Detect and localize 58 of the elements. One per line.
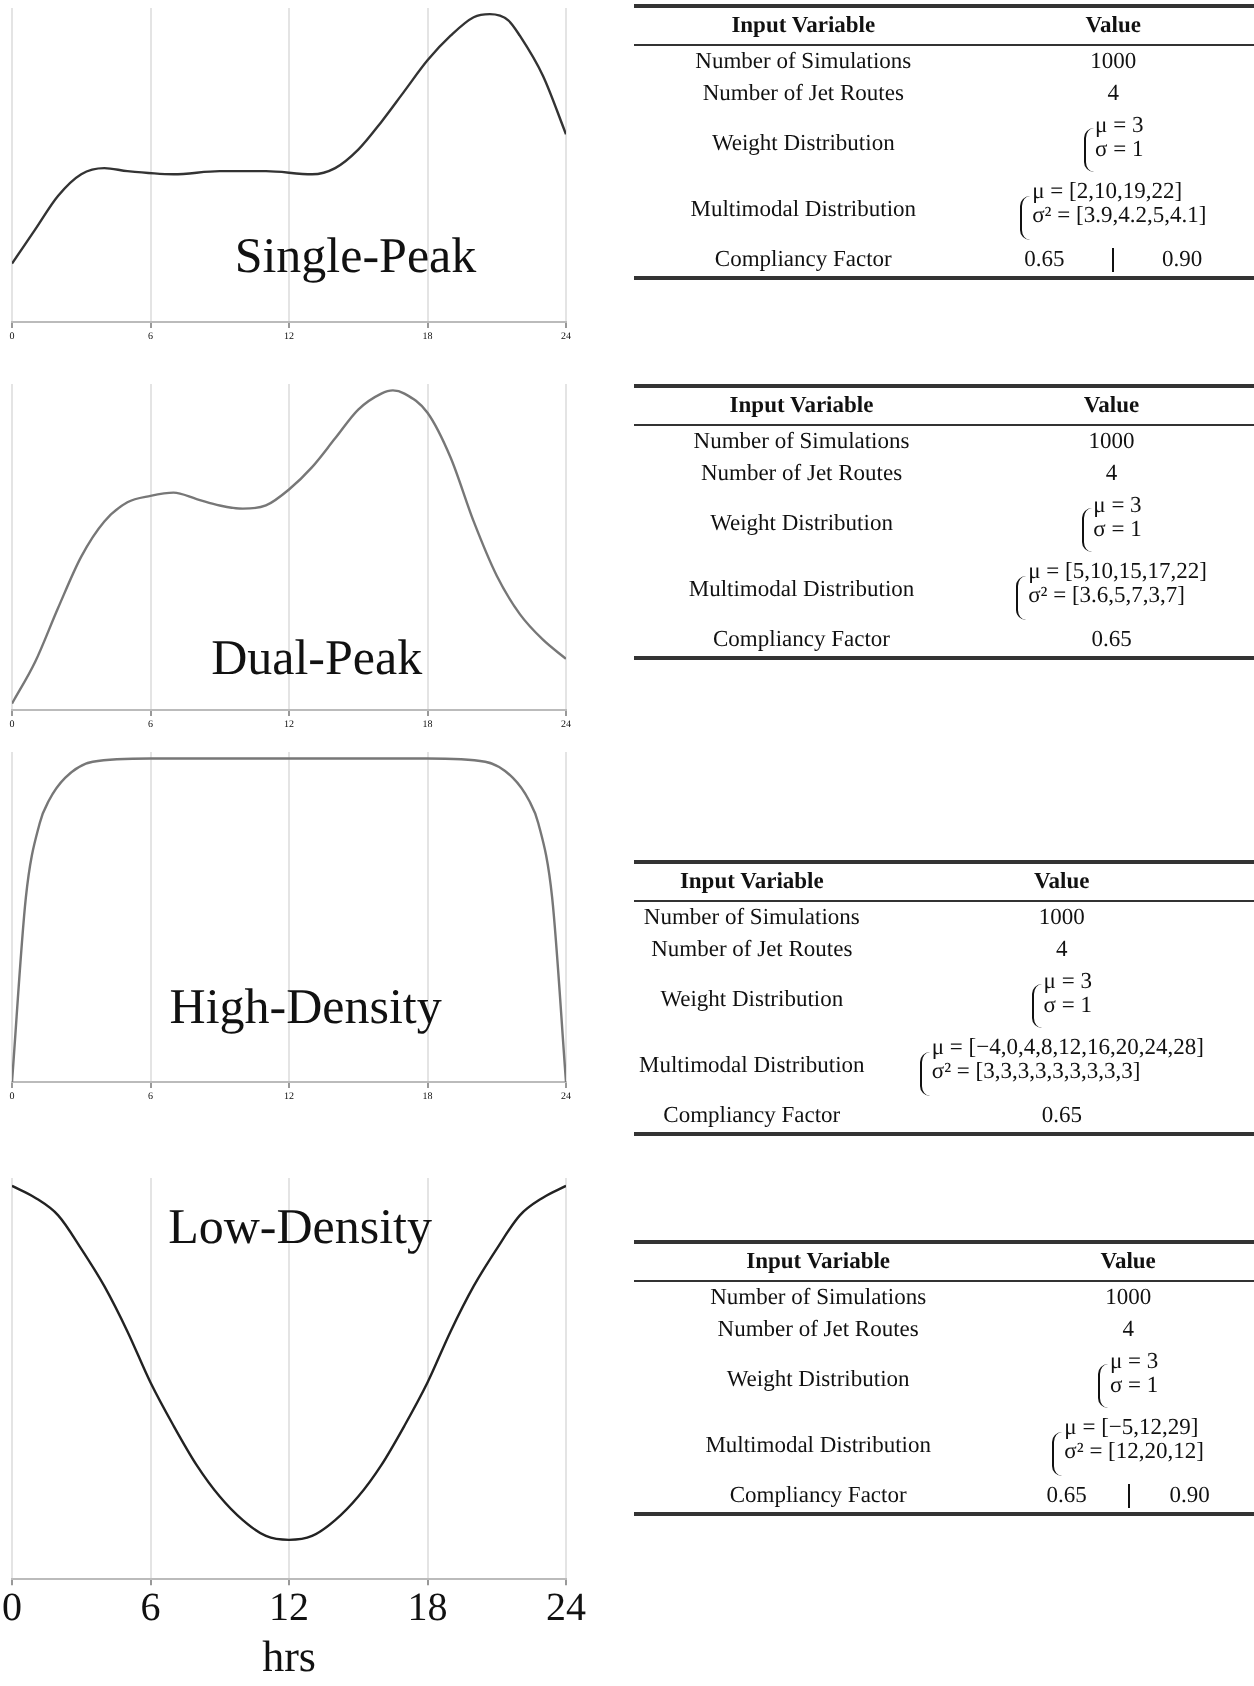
text: Number of Jet Routes xyxy=(698,460,905,490)
text: Weight Distribution xyxy=(709,129,897,160)
text: μ = [−4,0,4,8,12,16,20,24,28] σ² = [3,3,3,3,3,3,3,3,3] xyxy=(931,1036,1204,1086)
text: μ = 3 σ = 1 xyxy=(1109,1350,1159,1399)
text: High-Density xyxy=(169,980,443,1035)
text: 0.65 0.90 xyxy=(1024,247,1203,272)
text: Input Variable xyxy=(634,862,870,901)
text: Compliancy Factor xyxy=(711,625,892,656)
text: 1000 xyxy=(1086,428,1137,458)
chart-title: Low-Density xyxy=(168,1201,433,1256)
text: Multimodal Distribution xyxy=(703,1432,933,1463)
text: Input Variable xyxy=(634,1242,1003,1281)
text: 0.65 0.90 xyxy=(1046,1483,1210,1508)
text: Multimodal Distribution xyxy=(688,196,919,227)
text: Compliancy Factor xyxy=(727,1481,909,1512)
text: Weight Distribution xyxy=(724,1365,912,1396)
text: Number of Simulations xyxy=(693,48,914,78)
text: Number of Jet Routes xyxy=(715,1316,921,1346)
text: Number of Simulations xyxy=(641,904,862,934)
text: Single-Peak xyxy=(234,230,478,285)
text: Multimodal Distribution xyxy=(686,576,917,607)
text: Compliancy Factor xyxy=(661,1101,843,1132)
x-axis-title: hrs xyxy=(262,1631,316,1682)
text: Value xyxy=(969,386,1254,425)
text: μ = [2,10,19,22] σ² = [3.9,4.2,5,4.1] xyxy=(1032,180,1207,230)
text: Number of Jet Routes xyxy=(700,80,906,110)
text: μ = [5,10,15,17,22] σ² = [3.6,5,7,3,7] xyxy=(1028,560,1207,610)
text: 4 xyxy=(1103,460,1120,490)
text: Value xyxy=(1002,1242,1254,1281)
text: Number of Jet Routes xyxy=(649,936,855,966)
x-tick-label: 6 xyxy=(140,1585,161,1630)
x-tick-label: 0 xyxy=(2,1585,22,1630)
text: Weight Distribution xyxy=(658,985,846,1016)
text: 0.65 xyxy=(1089,625,1134,656)
text: μ = 3 σ = 1 xyxy=(1043,970,1092,1019)
x-tick-label: 24 xyxy=(546,1585,586,1630)
text: Input Variable xyxy=(634,386,970,425)
text: 0.65 xyxy=(1039,1101,1084,1132)
text: Weight Distribution xyxy=(708,509,895,540)
text: 4 xyxy=(1105,80,1122,110)
text: Value xyxy=(869,862,1254,901)
text: μ = [−5,12,29] σ² = [12,20,12] xyxy=(1064,1416,1204,1466)
text: Input Variable xyxy=(634,6,973,45)
x-tick-label: 12 xyxy=(269,1585,309,1630)
text: Multimodal Distribution xyxy=(637,1052,867,1083)
text: 1000 xyxy=(1088,48,1139,78)
text: 4 xyxy=(1120,1316,1136,1346)
x-tick-label: 18 xyxy=(407,1585,448,1630)
text: Compliancy Factor xyxy=(712,245,894,276)
text: 1000 xyxy=(1036,904,1087,934)
text: μ = 3 σ = 1 xyxy=(1095,114,1144,163)
text: Value xyxy=(972,6,1254,45)
text: μ = 3 σ = 1 xyxy=(1093,494,1142,543)
text: Number of Simulations xyxy=(708,1284,929,1314)
text: Dual-Peak xyxy=(211,632,424,687)
text: 1000 xyxy=(1103,1284,1154,1314)
text: 4 xyxy=(1054,936,1070,966)
text: Number of Simulations xyxy=(691,428,912,458)
